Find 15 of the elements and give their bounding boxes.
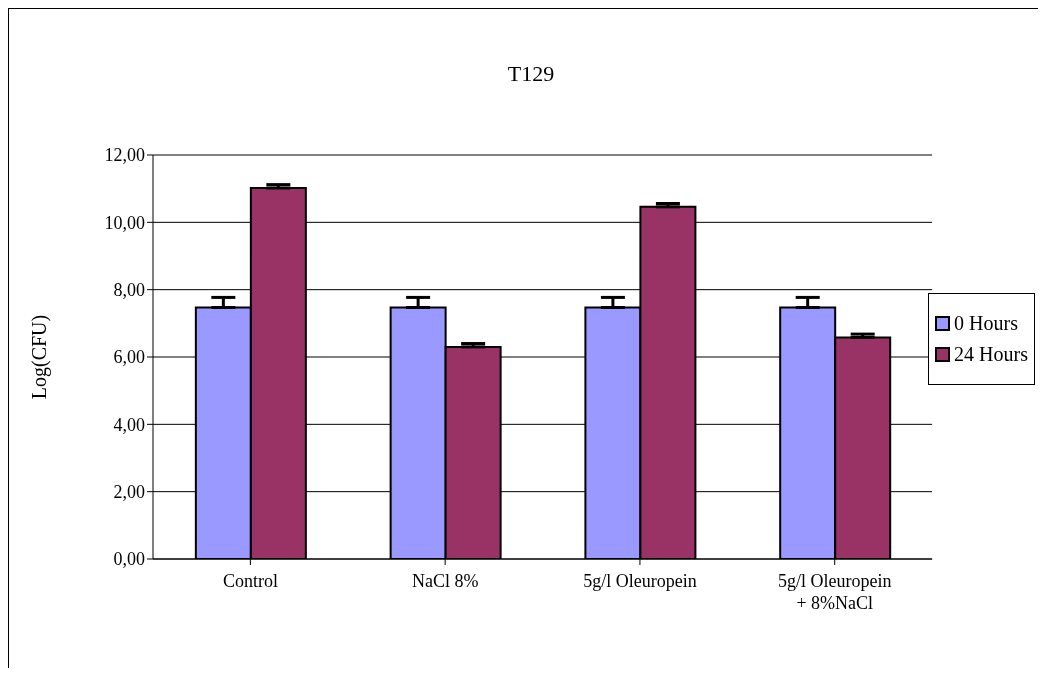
legend-label: 24 Hours [954,343,1028,366]
x-tick-label: NaCl 8% [411,571,479,591]
y-tick-label: 4,00 [113,414,145,435]
x-tick-label: 5g/l Oleuropein [583,571,697,591]
legend-label: 0 Hours [954,312,1018,335]
chart-title: T129 [506,61,556,87]
x-tick-label: Control [222,571,278,591]
y-axis-title: Log(CFU) [28,314,52,400]
y-tick-label: 6,00 [113,347,145,368]
x-tick-label: 5g/l Oleuropein + 8%NaCl [777,571,892,613]
y-tick-label: 8,00 [113,280,145,301]
y-tick-label: 12,00 [104,145,145,166]
y-tick-label: 2,00 [113,482,145,503]
y-tick-label: 10,00 [104,212,145,233]
y-tick-label: 0,00 [113,549,145,570]
